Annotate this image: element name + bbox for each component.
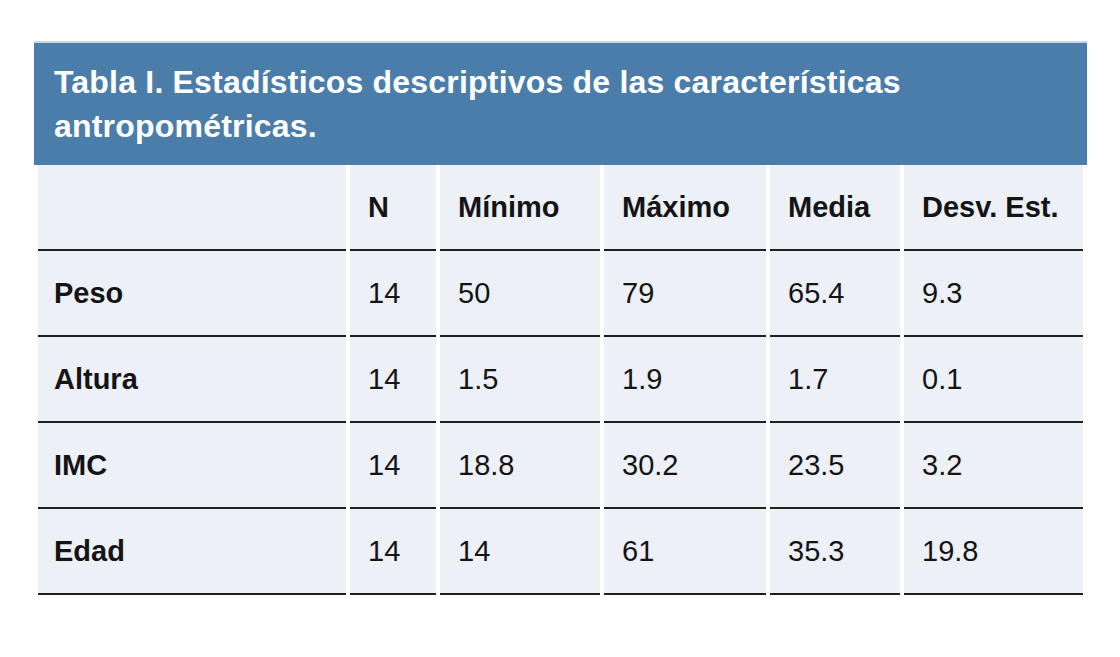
- cell-min: 50: [440, 251, 600, 337]
- cell-max: 61: [604, 509, 766, 595]
- column-header-minimo: Mínimo: [440, 165, 600, 251]
- cell-max: 30.2: [604, 423, 766, 509]
- cell-desv: 9.3: [904, 251, 1083, 337]
- descriptive-statistics-table: N Mínimo Máximo Media Desv. Est. Peso 14…: [34, 165, 1087, 595]
- cell-n: 14: [350, 337, 436, 423]
- cell-max: 79: [604, 251, 766, 337]
- table-row-peso: Peso 14 50 79 65.4 9.3: [38, 251, 1083, 337]
- cell-n: 14: [350, 509, 436, 595]
- table-row-altura: Altura 14 1.5 1.9 1.7 0.1: [38, 337, 1083, 423]
- cell-desv: 3.2: [904, 423, 1083, 509]
- cell-n: 14: [350, 423, 436, 509]
- header-row: N Mínimo Máximo Media Desv. Est.: [38, 165, 1083, 251]
- cell-media: 1.7: [770, 337, 900, 423]
- table-title-banner: Tabla I. Estadísticos descriptivos de la…: [34, 41, 1087, 165]
- table-row-edad: Edad 14 14 61 35.3 19.8: [38, 509, 1083, 595]
- column-header-empty: [38, 165, 346, 251]
- column-header-desv-est: Desv. Est.: [904, 165, 1083, 251]
- cell-min: 1.5: [440, 337, 600, 423]
- cell-min: 18.8: [440, 423, 600, 509]
- cell-n: 14: [350, 251, 436, 337]
- table-row-imc: IMC 14 18.8 30.2 23.5 3.2: [38, 423, 1083, 509]
- cell-max: 1.9: [604, 337, 766, 423]
- row-label: Edad: [38, 509, 346, 595]
- statistics-table-figure: Tabla I. Estadísticos descriptivos de la…: [34, 41, 1087, 595]
- cell-media: 23.5: [770, 423, 900, 509]
- column-header-n: N: [350, 165, 436, 251]
- cell-desv: 0.1: [904, 337, 1083, 423]
- cell-desv: 19.8: [904, 509, 1083, 595]
- row-label: Peso: [38, 251, 346, 337]
- column-header-media: Media: [770, 165, 900, 251]
- cell-media: 35.3: [770, 509, 900, 595]
- table-title: Tabla I. Estadísticos descriptivos de la…: [54, 60, 1067, 148]
- column-header-maximo: Máximo: [604, 165, 766, 251]
- row-label: IMC: [38, 423, 346, 509]
- cell-media: 65.4: [770, 251, 900, 337]
- row-label: Altura: [38, 337, 346, 423]
- cell-min: 14: [440, 509, 600, 595]
